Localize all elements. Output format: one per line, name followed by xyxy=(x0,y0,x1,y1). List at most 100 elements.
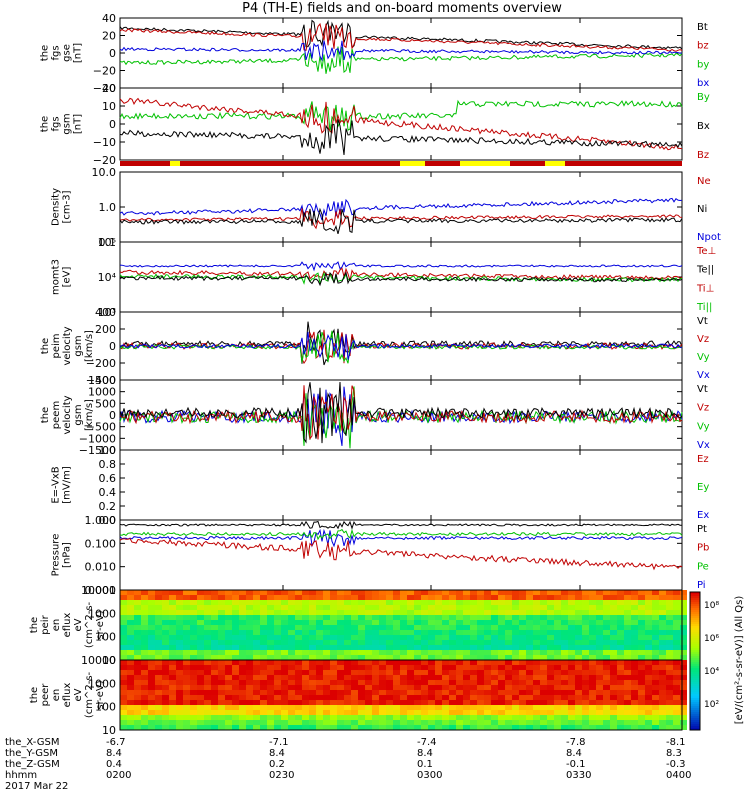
spectrogram-cell xyxy=(484,700,491,705)
spectrogram-cell xyxy=(358,720,365,725)
spectrogram-cell xyxy=(218,590,225,595)
spectrogram-cell xyxy=(281,695,288,700)
spectrogram-cell xyxy=(365,640,372,645)
spectrogram-cell xyxy=(372,715,379,720)
spectrogram-cell xyxy=(176,675,183,680)
spectrogram-cell xyxy=(673,600,680,605)
spectrogram-cell xyxy=(484,710,491,715)
spectrogram-cell xyxy=(484,605,491,610)
spectrogram-cell xyxy=(603,710,610,715)
spectrogram-cell xyxy=(281,705,288,710)
spectrogram-cell xyxy=(218,715,225,720)
spectrogram-cell xyxy=(176,720,183,725)
spectrogram-cell xyxy=(183,660,190,665)
y-axis-label: [cm-3] xyxy=(62,190,73,223)
spectrogram-cell xyxy=(470,605,477,610)
spectrogram-cell xyxy=(582,640,589,645)
spectrogram-cell xyxy=(274,670,281,675)
spectrogram-cell xyxy=(281,655,288,660)
spectrogram-cell xyxy=(204,615,211,620)
spectrogram-cell xyxy=(610,625,617,630)
spectrogram-cell xyxy=(267,715,274,720)
colorbar-step xyxy=(690,724,700,726)
spectrogram-cell xyxy=(295,675,302,680)
spectrogram-cell xyxy=(148,710,155,715)
spectrogram-cell xyxy=(134,655,141,660)
spectrogram-cell xyxy=(526,660,533,665)
y-tick-label: 10³ xyxy=(98,306,116,319)
spectrogram-cell xyxy=(414,660,421,665)
spectrogram-cell xyxy=(351,690,358,695)
spectrogram-cell xyxy=(155,710,162,715)
spectrogram-cell xyxy=(540,650,547,655)
spectrogram-cell xyxy=(666,690,673,695)
spectrogram-cell xyxy=(645,610,652,615)
spectrogram-cell xyxy=(288,650,295,655)
spectrogram-cell xyxy=(239,600,246,605)
spectrogram-cell xyxy=(344,670,351,675)
spectrogram-cell xyxy=(169,680,176,685)
spectrogram-cell xyxy=(183,680,190,685)
spectrogram-cell xyxy=(456,680,463,685)
spectrogram-cell xyxy=(666,675,673,680)
spectrogram-cell xyxy=(498,620,505,625)
spectrogram-cell xyxy=(624,590,631,595)
spectrogram-cell xyxy=(316,625,323,630)
spectrogram-cell xyxy=(449,675,456,680)
spectrogram-cell xyxy=(666,610,673,615)
spectrogram-cell xyxy=(638,595,645,600)
spectrogram-cell xyxy=(288,725,295,730)
y-tick-label: 1000 xyxy=(88,607,116,620)
spectrogram-cell xyxy=(211,680,218,685)
spectrogram-cell xyxy=(386,705,393,710)
spectrogram-cell xyxy=(470,590,477,595)
spectrogram-cell xyxy=(491,615,498,620)
spectrogram-cell xyxy=(526,690,533,695)
spectrogram-cell xyxy=(260,600,267,605)
colorbar-step xyxy=(690,710,700,712)
spectrogram-cell xyxy=(267,605,274,610)
spectrogram-cell xyxy=(666,710,673,715)
spectrogram-cell xyxy=(372,675,379,680)
spectrogram-cell xyxy=(505,685,512,690)
spectrogram-cell xyxy=(484,640,491,645)
spectrogram-cell xyxy=(253,670,260,675)
spectrogram-cell xyxy=(323,720,330,725)
colorbar-step xyxy=(690,620,700,622)
spectrogram-cell xyxy=(260,610,267,615)
spectrogram-cell xyxy=(561,660,568,665)
spectrogram-cell xyxy=(673,605,680,610)
spectrogram-cell xyxy=(120,630,127,635)
spectrogram-cell xyxy=(351,610,358,615)
spectrogram-cell xyxy=(547,650,554,655)
spectrogram-cell xyxy=(624,625,631,630)
spectrogram-cell xyxy=(211,640,218,645)
spectrogram-cell xyxy=(484,620,491,625)
spectrogram-cell xyxy=(652,700,659,705)
y-tick-label: 500 xyxy=(95,397,116,410)
spectrogram-cell xyxy=(477,715,484,720)
spectrogram-cell xyxy=(575,710,582,715)
spectrogram-cell xyxy=(456,665,463,670)
spectrogram-cell xyxy=(666,635,673,640)
spectrogram-cell xyxy=(295,670,302,675)
spectrogram-cell xyxy=(554,625,561,630)
spectrogram-cell xyxy=(603,610,610,615)
spectrogram-cell xyxy=(365,690,372,695)
spectrogram-cell xyxy=(148,705,155,710)
mode-segment xyxy=(120,161,170,166)
spectrogram-cell xyxy=(547,645,554,650)
spectrogram-cell xyxy=(155,600,162,605)
spectrogram-cell xyxy=(120,690,127,695)
spectrogram-cell xyxy=(533,640,540,645)
spectrogram-cell xyxy=(211,635,218,640)
spectrogram-cell xyxy=(414,625,421,630)
spectrogram-cell xyxy=(372,700,379,705)
spectrogram-cell xyxy=(351,685,358,690)
spectrogram-cell xyxy=(218,725,225,730)
spectrogram-cell xyxy=(309,640,316,645)
spectrogram-cell xyxy=(183,700,190,705)
spectrogram-cell xyxy=(358,710,365,715)
spectrogram-cell xyxy=(540,655,547,660)
